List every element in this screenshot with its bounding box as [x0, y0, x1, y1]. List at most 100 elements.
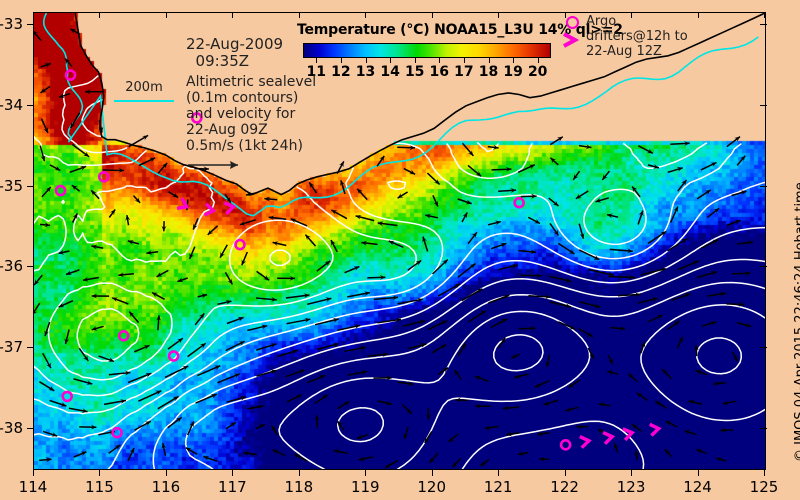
velocity-arrowhead — [536, 273, 542, 278]
velocity-arrowhead — [462, 212, 468, 219]
velocity-vector — [549, 301, 572, 308]
velocity-arrowhead — [632, 186, 638, 193]
colorbar-tick-label: 14 — [380, 64, 400, 80]
velocity-arrowhead — [201, 293, 208, 299]
velocity-arrowhead — [185, 447, 192, 453]
y-tick — [27, 185, 34, 187]
velocity-arrowhead — [476, 288, 483, 294]
velocity-arrowhead — [91, 325, 98, 331]
velocity-vector — [347, 291, 371, 298]
x-tick-top — [99, 12, 101, 18]
velocity-arrowhead — [692, 260, 699, 266]
velocity-vector — [314, 318, 339, 326]
x-tick — [298, 470, 300, 476]
velocity-arrowhead — [272, 449, 279, 455]
velocity-arrowhead — [343, 401, 350, 407]
velocity-arrowhead — [319, 375, 326, 380]
velocity-arrowhead — [85, 89, 91, 95]
velocity-arrowhead — [660, 231, 667, 237]
velocity-arrowhead — [568, 382, 575, 388]
velocity-vector — [285, 294, 310, 299]
velocity-vector — [187, 342, 207, 358]
velocity-arrowhead — [290, 218, 297, 224]
velocity-arrowhead — [263, 275, 269, 281]
velocity-vector — [71, 143, 90, 158]
y-tick — [27, 104, 34, 106]
x-tick-top — [232, 12, 234, 18]
velocity-arrowhead — [333, 449, 340, 454]
velocity-arrowhead — [44, 330, 49, 337]
x-tick-top — [365, 12, 367, 18]
velocity-arrowhead — [90, 424, 97, 430]
x-tick-top — [165, 12, 167, 18]
velocity-arrowhead — [379, 275, 386, 280]
velocity-arrowhead — [45, 187, 51, 193]
argo-float-marker — [117, 329, 130, 342]
velocity-arrowhead — [565, 277, 572, 283]
velocity-arrowhead — [607, 271, 614, 277]
velocity-arrowhead — [120, 399, 126, 404]
velocity-arrowhead — [382, 352, 389, 357]
velocity-arrowhead — [602, 174, 608, 180]
velocity-arrowhead — [454, 369, 460, 376]
velocity-arrowhead — [722, 400, 729, 406]
velocity-vector — [461, 288, 483, 302]
x-axis-label: 117 — [218, 478, 247, 496]
velocity-arrowhead — [694, 345, 699, 351]
velocity-arrowhead — [151, 292, 158, 298]
velocity-arrowhead — [688, 399, 695, 405]
velocity-arrowhead — [632, 424, 638, 430]
velocity-arrowhead — [673, 320, 680, 326]
velocity-arrowhead — [64, 338, 70, 344]
x-tick-top — [498, 12, 500, 18]
velocity-arrowhead — [425, 414, 431, 420]
velocity-arrowhead — [568, 249, 575, 254]
velocity-arrowhead — [422, 236, 427, 243]
velocity-vector — [427, 320, 448, 331]
velocity-arrowhead — [429, 457, 435, 463]
y-tick-right — [760, 346, 767, 348]
velocity-arrowhead — [45, 457, 52, 463]
velocity-vector — [217, 373, 240, 384]
velocity-vector — [307, 297, 332, 306]
velocity-arrowhead — [91, 244, 98, 250]
velocity-arrowhead — [619, 326, 626, 331]
velocity-arrowhead — [243, 451, 250, 456]
velocity-arrowhead — [58, 249, 65, 255]
velocity-arrowhead — [66, 270, 72, 275]
colorbar-tick — [537, 58, 539, 63]
velocity-arrowhead — [48, 385, 55, 391]
velocity-vector — [608, 275, 635, 279]
velocity-arrowhead — [511, 353, 518, 359]
colorbar-tick — [439, 58, 441, 63]
velocity-arrowhead — [738, 301, 745, 307]
velocity-arrowhead — [511, 263, 518, 269]
velocity-arrowhead — [129, 311, 135, 318]
velocity-arrowhead — [598, 402, 605, 408]
velocity-arrowhead — [233, 373, 240, 379]
colorbar-tick-label: 17 — [454, 64, 474, 80]
velocity-arrowhead — [388, 240, 395, 246]
velocity-vector — [277, 349, 298, 358]
velocity-arrowhead — [238, 341, 245, 346]
map-plot-area[interactable] — [33, 12, 766, 470]
velocity-arrowhead — [210, 394, 217, 399]
velocity-vector — [195, 393, 217, 404]
velocity-arrowhead — [134, 197, 141, 203]
velocity-vector — [256, 369, 277, 377]
sealevel-contour-line — [34, 142, 708, 397]
velocity-arrowhead — [355, 214, 362, 220]
velocity-arrowhead — [80, 166, 87, 171]
velocity-arrowhead — [530, 249, 536, 255]
velocity-vector — [617, 293, 641, 297]
velocity-arrowhead — [354, 324, 361, 329]
velocity-arrowhead — [576, 424, 582, 430]
velocity-arrowhead — [713, 381, 720, 386]
velocity-arrowhead — [230, 422, 236, 428]
velocity-arrowhead — [332, 342, 339, 348]
x-tick-top — [764, 12, 765, 18]
velocity-arrowhead — [156, 272, 163, 277]
velocity-arrowhead — [664, 449, 671, 455]
velocity-arrowhead — [469, 263, 476, 269]
velocity-arrowhead — [534, 382, 541, 388]
